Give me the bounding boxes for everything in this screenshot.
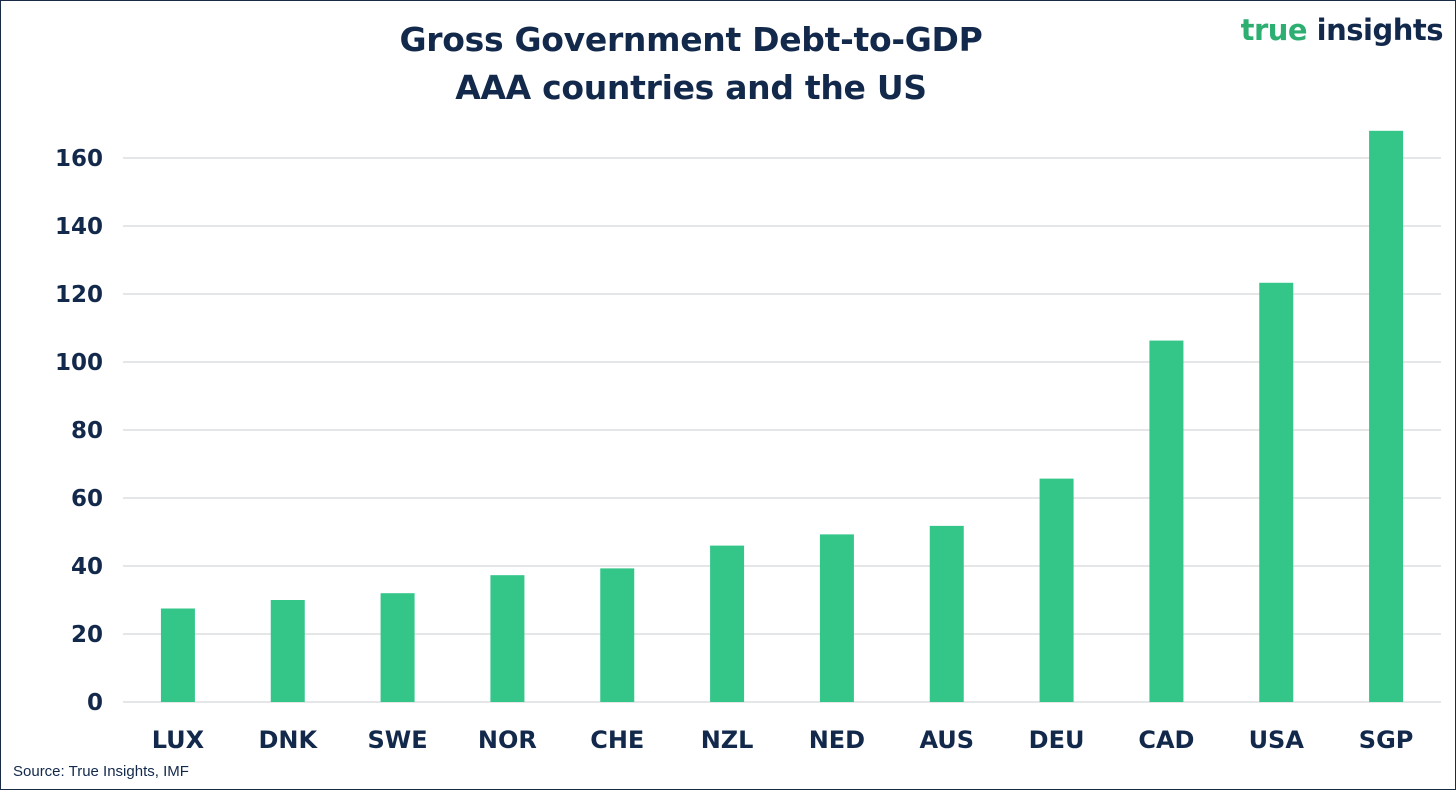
bar-aus	[929, 525, 964, 702]
bar-deu	[1039, 478, 1074, 702]
brand-logo-word-true: true	[1240, 13, 1308, 47]
y-tick-label-100: 100	[55, 350, 103, 376]
x-tick-label-deu: DEU	[1029, 726, 1085, 754]
x-tick-label-nor: NOR	[478, 726, 537, 754]
y-tick-label-20: 20	[71, 622, 103, 648]
x-tick-label-usa: USA	[1249, 726, 1305, 754]
bar-cad	[1149, 340, 1184, 702]
y-tick-label-160: 160	[55, 146, 103, 172]
x-tick-label-dnk: DNK	[258, 726, 318, 754]
source-note: Source: True Insights, IMF	[13, 763, 189, 780]
y-tick-label-0: 0	[87, 690, 103, 716]
x-tick-label-aus: AUS	[919, 726, 974, 754]
y-tick-label-60: 60	[71, 486, 103, 512]
bar-che	[600, 568, 635, 702]
chart-title: Gross Government Debt-to-GDP	[399, 20, 983, 59]
bar-swe	[380, 593, 415, 702]
y-tick-label-80: 80	[71, 418, 103, 444]
brand-logo: true insights	[1240, 13, 1444, 47]
bar-nor	[490, 575, 525, 702]
bar-sgp	[1369, 130, 1404, 703]
x-tick-label-cad: CAD	[1138, 726, 1194, 754]
x-tick-label-swe: SWE	[368, 726, 428, 754]
x-tick-label-ned: NED	[809, 726, 865, 754]
bar-ned	[819, 534, 854, 702]
chart-subtitle: AAA countries and the US	[455, 68, 927, 107]
bar-dnk	[270, 600, 305, 702]
y-tick-label-140: 140	[55, 214, 103, 240]
y-tick-label-40: 40	[71, 554, 103, 580]
x-tick-label-lux: LUX	[152, 726, 205, 754]
x-tick-label-nzl: NZL	[701, 726, 754, 754]
y-tick-label-120: 120	[55, 282, 103, 308]
bar-nzl	[710, 545, 745, 702]
bar-usa	[1259, 282, 1294, 702]
x-tick-label-che: CHE	[590, 726, 644, 754]
bar-lux	[160, 608, 195, 702]
brand-logo-word-insights: insights	[1316, 13, 1444, 47]
x-tick-label-sgp: SGP	[1359, 726, 1414, 754]
